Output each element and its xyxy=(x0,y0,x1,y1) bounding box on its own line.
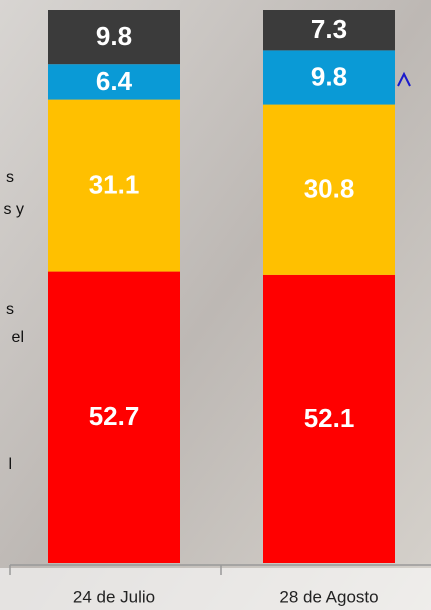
value-label: 52.1 xyxy=(304,403,355,433)
side-fragment: s xyxy=(6,169,14,186)
x-tick-label: 24 de Julio xyxy=(73,587,155,606)
side-fragment: el xyxy=(12,329,24,346)
value-label: 6.4 xyxy=(96,66,133,96)
side-fragment: s xyxy=(6,301,14,318)
value-label: 30.8 xyxy=(304,174,355,204)
value-label: 9.8 xyxy=(311,61,347,91)
x-tick-label: 28 de Agosto xyxy=(279,587,378,606)
value-label: 31.1 xyxy=(89,169,140,199)
chart: 52.7 31.1 6.4 9.8 24 de Julio 52.1 30.8 9.8 7.3 2… xyxy=(0,0,431,610)
value-label: 7.3 xyxy=(311,14,347,44)
side-fragment: s y xyxy=(4,201,24,218)
value-label: 52.7 xyxy=(89,401,140,431)
side-fragment: l xyxy=(8,456,12,473)
value-label: 9.8 xyxy=(96,21,132,51)
